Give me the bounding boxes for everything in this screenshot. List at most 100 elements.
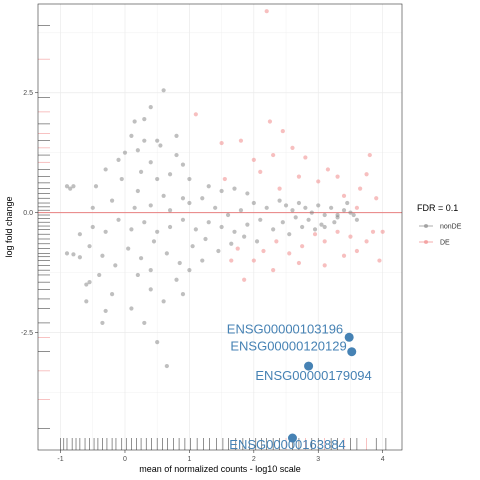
highlight-point	[344, 332, 354, 342]
nonde-point	[341, 208, 347, 213]
nonde-point	[351, 212, 356, 218]
de-point	[277, 186, 282, 191]
x-tick-label: 0	[123, 456, 127, 463]
nonde-point	[316, 203, 321, 208]
nonde-point	[142, 320, 147, 326]
de-point	[370, 229, 376, 234]
nonde-point	[245, 191, 250, 196]
nonde-point	[219, 188, 224, 194]
nonde-point	[84, 299, 89, 304]
nonde-point	[103, 229, 108, 234]
panel-border	[37, 3, 403, 451]
de-point	[341, 193, 347, 198]
de-point	[354, 248, 360, 254]
de-point	[296, 174, 302, 179]
nonde-point	[135, 148, 140, 153]
nonde-point	[155, 138, 160, 143]
nonde-point	[232, 186, 237, 191]
nonde-point	[71, 184, 76, 189]
de-point	[341, 253, 347, 258]
nonde-point	[113, 263, 118, 268]
de-point	[235, 246, 240, 251]
nonde-point	[251, 200, 256, 206]
de-point	[251, 157, 256, 162]
y-tick-label: 0.0	[23, 210, 33, 217]
nonde-point	[93, 184, 99, 189]
nonde-point	[84, 282, 89, 287]
de-point	[264, 9, 269, 14]
x-tick-label: 2	[252, 456, 256, 463]
nonde-point	[225, 212, 231, 218]
de-point	[312, 232, 318, 237]
nonde-point	[151, 239, 157, 244]
nonde-point	[283, 203, 289, 208]
nonde-point	[64, 251, 70, 256]
nonde-point	[335, 212, 340, 218]
nonde-point	[138, 256, 144, 261]
nonde-point	[77, 232, 82, 237]
highlight-point	[287, 433, 297, 443]
nonde-point	[148, 105, 153, 110]
nonde-point	[271, 227, 276, 232]
nonde-point	[290, 208, 295, 213]
x-tick-label: -1	[57, 456, 63, 463]
nonde-point	[161, 299, 166, 304]
nonde-point	[167, 172, 173, 177]
nonde-point	[109, 292, 115, 297]
nonde-point	[187, 268, 192, 273]
legend-title: FDR = 0.1	[417, 203, 458, 213]
highlight-point	[347, 347, 357, 357]
legend-label: nonDE	[440, 224, 462, 231]
nonde-point	[213, 205, 218, 210]
legend-key-point	[424, 224, 428, 228]
nonde-point	[296, 200, 302, 206]
nonde-point	[180, 292, 186, 297]
de-point	[258, 169, 263, 174]
nonde-point	[164, 251, 169, 256]
nonde-point	[90, 205, 95, 210]
nonde-point	[138, 169, 144, 174]
de-point	[303, 155, 308, 160]
de-point	[222, 176, 227, 182]
de-point	[267, 119, 273, 124]
nonde-point	[193, 227, 198, 232]
de-point	[325, 167, 331, 172]
nonde-point	[135, 272, 140, 278]
nonde-point	[148, 160, 153, 165]
nonde-point	[319, 222, 324, 227]
nonde-point	[87, 244, 92, 249]
de-point	[287, 251, 292, 256]
nonde-point	[300, 224, 305, 230]
nonde-point	[219, 224, 224, 230]
nonde-point	[164, 363, 169, 369]
nonde-point	[90, 224, 95, 230]
nonde-point	[329, 205, 334, 210]
x-axis-title: mean of normalized counts - log10 scale	[139, 464, 301, 474]
nonde-point	[354, 217, 360, 222]
nonde-point	[167, 224, 173, 230]
nonde-point	[87, 280, 92, 285]
y-axis-title: log fold change	[4, 196, 14, 257]
de-point	[380, 229, 385, 234]
de-point	[377, 258, 382, 263]
nonde-point	[232, 229, 237, 234]
nonde-point	[216, 248, 221, 254]
de-point	[354, 205, 360, 210]
legend-label: DE	[440, 240, 450, 247]
nonde-point	[322, 224, 327, 230]
nonde-point	[103, 308, 108, 314]
nonde-point	[174, 277, 179, 282]
nonde-point	[190, 244, 195, 249]
nonde-point	[71, 252, 76, 257]
x-tick-label: 3	[316, 456, 320, 463]
de-point	[348, 234, 353, 239]
nonde-point	[280, 220, 285, 225]
de-point	[374, 196, 379, 201]
de-point	[290, 145, 295, 150]
nonde-point	[174, 133, 179, 138]
legend: FDR = 0.1 nonDE DE	[417, 203, 462, 247]
nonde-point	[322, 212, 327, 218]
nonde-point	[155, 176, 160, 182]
de-point	[242, 277, 247, 282]
